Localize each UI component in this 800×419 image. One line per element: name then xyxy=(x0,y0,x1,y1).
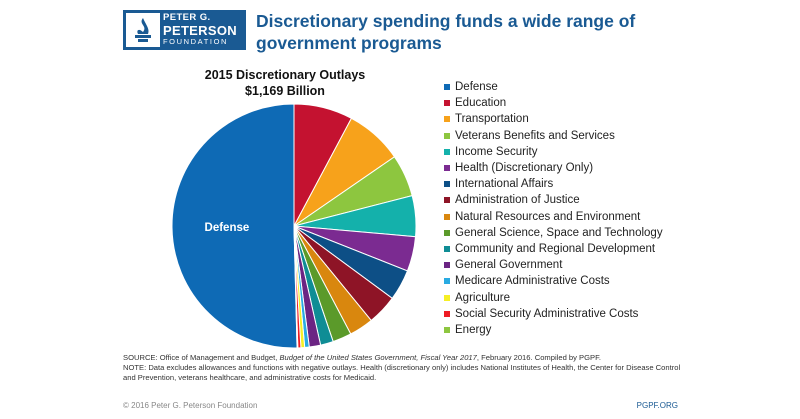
legend-item-social-security-administrative-costs: Social Security Administrative Costs xyxy=(444,306,663,322)
legend-item-income-security: Income Security xyxy=(444,144,663,160)
legend-item-education: Education xyxy=(444,95,663,111)
flame-icon xyxy=(126,13,160,47)
peterson-foundation-logo: PETER G. PETERSON FOUNDATION xyxy=(123,10,246,50)
legend-label: Social Security Administrative Costs xyxy=(455,307,639,320)
legend-label: Natural Resources and Environment xyxy=(455,210,641,223)
legend-label: Transportation xyxy=(455,113,529,126)
legend-item-administration-of-justice: Administration of Justice xyxy=(444,192,663,208)
legend-label: Defense xyxy=(455,81,498,94)
legend-swatch xyxy=(444,245,450,252)
source-title: Budget of the United States Government, … xyxy=(279,353,477,362)
legend-item-international-affairs: International Affairs xyxy=(444,176,663,192)
legend-item-community-and-regional-development: Community and Regional Development xyxy=(444,241,663,257)
legend-swatch xyxy=(444,165,450,172)
legend-label: Medicare Administrative Costs xyxy=(455,275,610,288)
footer-site-link[interactable]: PGPF.ORG xyxy=(636,401,678,410)
legend-swatch xyxy=(444,132,450,139)
legend-item-energy: Energy xyxy=(444,322,663,338)
legend-swatch xyxy=(444,294,450,301)
page-headline: Discretionary spending funds a wide rang… xyxy=(256,11,636,53)
logo-line-2: PETERSON xyxy=(163,23,237,38)
legend-item-veterans-benefits-and-services: Veterans Benefits and Services xyxy=(444,128,663,144)
note-line: NOTE: Data excludes allowances and funct… xyxy=(123,363,681,382)
legend-item-natural-resources-and-environment: Natural Resources and Environment xyxy=(444,209,663,225)
legend-swatch xyxy=(444,278,450,285)
legend-label: Energy xyxy=(455,323,492,336)
legend-swatch xyxy=(444,310,450,317)
legend-label: Health (Discretionary Only) xyxy=(455,162,594,175)
legend-item-transportation: Transportation xyxy=(444,111,663,127)
legend-label: Income Security xyxy=(455,145,538,158)
legend-label: General Science, Space and Technology xyxy=(455,226,663,239)
slice-label-defense: Defense xyxy=(205,222,250,234)
legend-item-general-science-space-and-technology: General Science, Space and Technology xyxy=(444,225,663,241)
legend-swatch xyxy=(444,84,450,91)
legend-swatch xyxy=(444,326,450,333)
legend-item-medicare-administrative-costs: Medicare Administrative Costs xyxy=(444,273,663,289)
source-suffix: , February 2016. Compiled by PGPF. xyxy=(476,353,601,362)
legend-label: Agriculture xyxy=(455,291,510,304)
legend-item-general-government: General Government xyxy=(444,257,663,273)
legend-swatch xyxy=(444,197,450,204)
source-line: SOURCE: Office of Management and Budget,… xyxy=(123,353,683,363)
legend-item-defense: Defense xyxy=(444,79,663,95)
source-notes: SOURCE: Office of Management and Budget,… xyxy=(123,353,683,383)
chart-title: 2015 Discretionary Outlays xyxy=(204,68,366,82)
source-prefix: SOURCE: Office of Management and Budget, xyxy=(123,353,280,362)
footer-copyright: © 2016 Peter G. Peterson Foundation xyxy=(123,401,258,410)
chart-subtitle: $1,169 Billion xyxy=(245,84,325,98)
legend-label: General Government xyxy=(455,259,563,272)
chart-title-block: 2015 Discretionary Outlays $1,169 Billio… xyxy=(170,67,400,99)
legend-swatch xyxy=(444,181,450,188)
chart-legend: Defense Education Transportation Veterans B… xyxy=(444,79,663,338)
logo-line-3: FOUNDATION xyxy=(163,37,229,46)
legend-label: Education xyxy=(455,97,507,110)
legend-swatch xyxy=(444,100,450,107)
pie-slice-defense xyxy=(171,103,298,349)
legend-item-health-discretionary-only: Health (Discretionary Only) xyxy=(444,160,663,176)
legend-item-agriculture: Agriculture xyxy=(444,289,663,305)
legend-label: Administration of Justice xyxy=(455,194,580,207)
legend-swatch xyxy=(444,148,450,155)
legend-swatch xyxy=(444,116,450,123)
pie-slice-energy xyxy=(293,225,299,349)
legend-swatch xyxy=(444,229,450,236)
logo-line-1: PETER G. xyxy=(163,12,211,23)
legend-label: Veterans Benefits and Services xyxy=(455,129,615,142)
legend-label: Community and Regional Development xyxy=(455,242,656,255)
legend-swatch xyxy=(444,213,450,220)
legend-swatch xyxy=(444,262,450,269)
legend-label: International Affairs xyxy=(455,178,554,191)
